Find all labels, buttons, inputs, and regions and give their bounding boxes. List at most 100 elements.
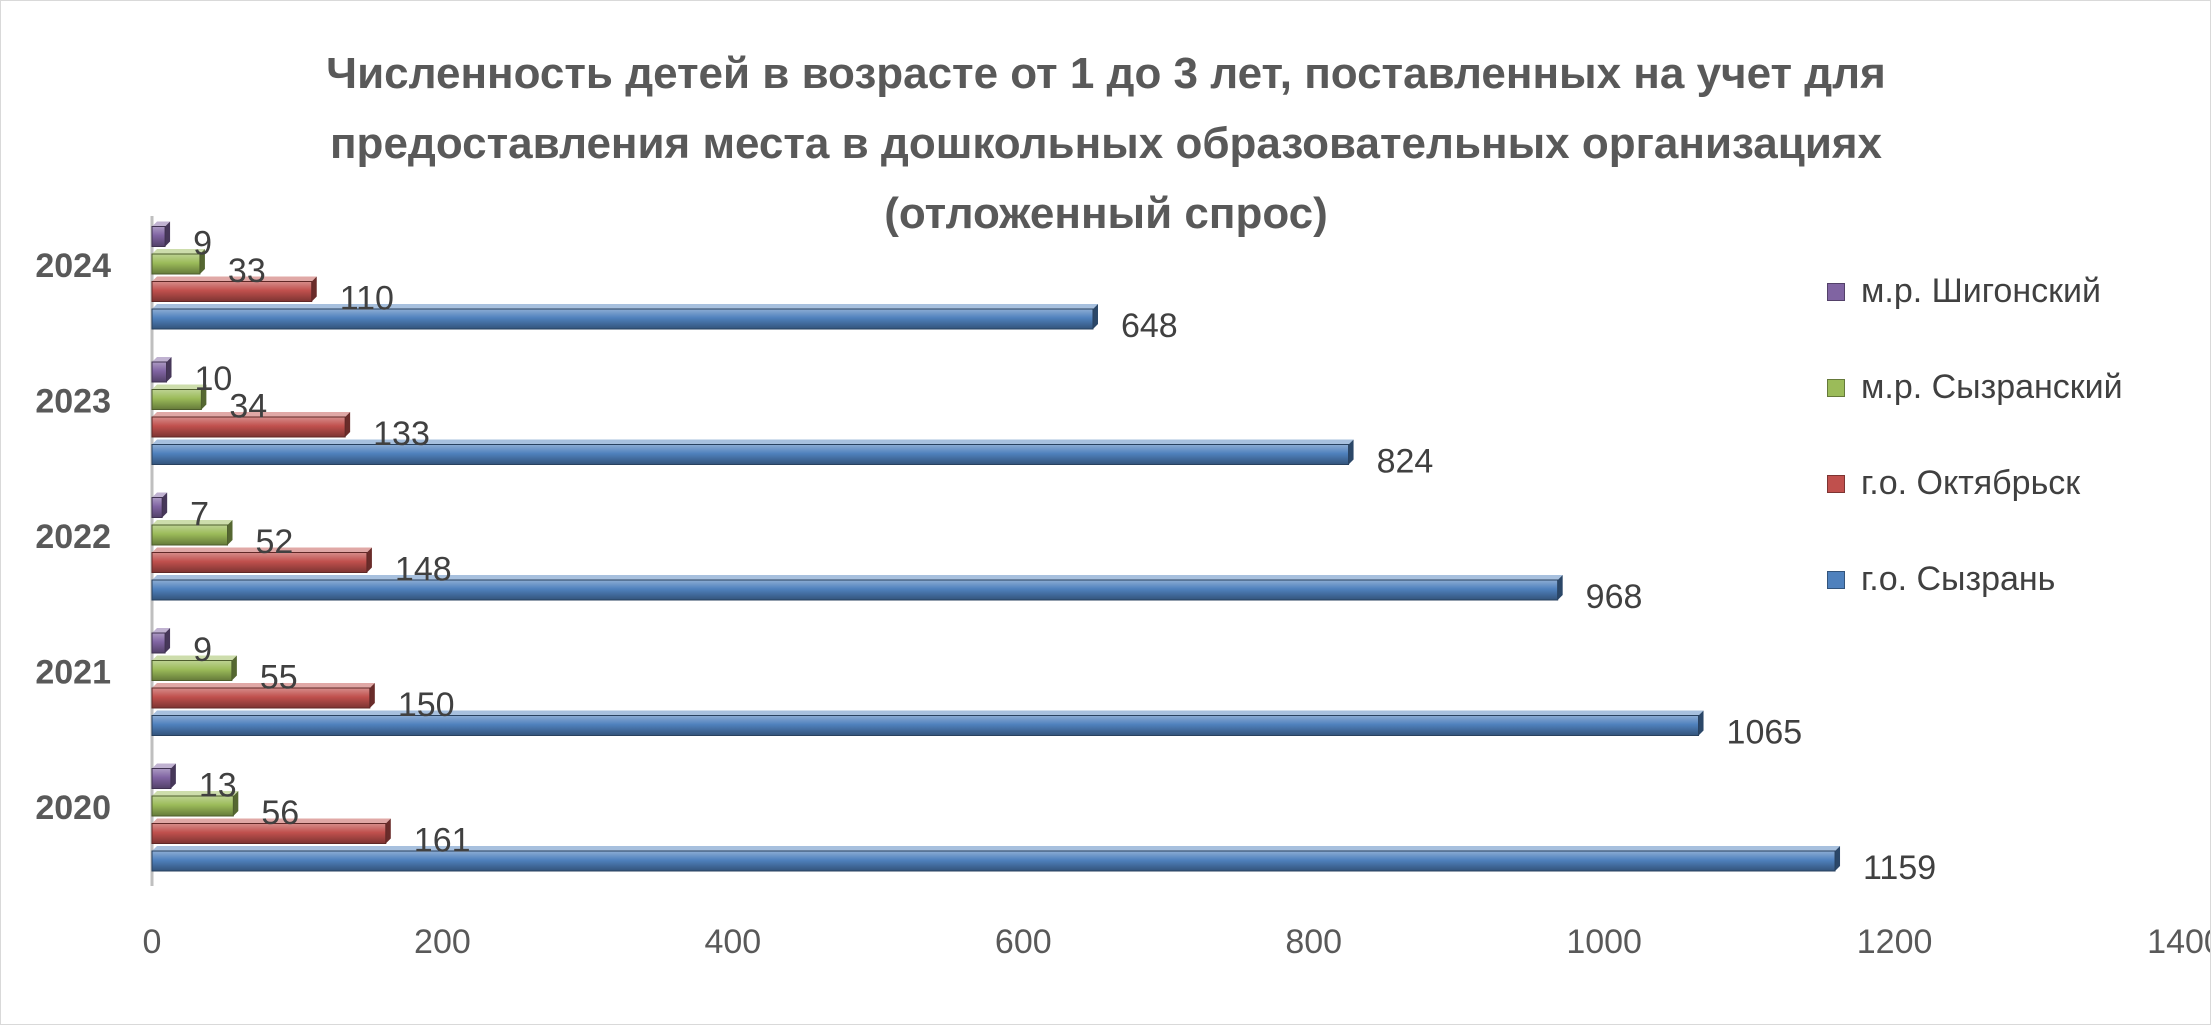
bar bbox=[151, 632, 166, 654]
category-label: 2023 bbox=[35, 383, 111, 421]
bar bbox=[151, 497, 163, 518]
category-label: 2022 bbox=[35, 518, 111, 556]
bar-side-face bbox=[1092, 304, 1098, 329]
bar-side-face bbox=[170, 763, 176, 789]
bar-side-face bbox=[231, 655, 237, 681]
bar-side-face bbox=[233, 791, 239, 816]
legend-label: м.р. Шигонский bbox=[1861, 272, 2101, 310]
bar bbox=[151, 715, 1700, 736]
bar-top-face bbox=[152, 304, 1098, 309]
bar bbox=[151, 416, 346, 438]
chart-title: Численность детей в возрасте от 1 до 3 л… bbox=[201, 39, 2011, 249]
chart-title-line: (отложенный спрос) bbox=[884, 189, 1328, 238]
x-tick-label: 200 bbox=[414, 923, 471, 961]
bar-side-face bbox=[201, 384, 207, 410]
bar-top-face bbox=[152, 357, 172, 362]
bar bbox=[151, 795, 234, 817]
bar-top-face bbox=[152, 763, 176, 769]
data-label: 10 bbox=[195, 360, 233, 398]
bar-side-face bbox=[1698, 710, 1704, 736]
bar-side-face bbox=[1348, 439, 1354, 465]
bar-side-face bbox=[1835, 846, 1841, 871]
data-label: 52 bbox=[256, 523, 294, 561]
data-label: 161 bbox=[414, 822, 471, 860]
bar bbox=[151, 444, 1350, 465]
bar-side-face bbox=[165, 628, 171, 653]
x-tick-label: 0 bbox=[143, 923, 162, 961]
bar bbox=[151, 281, 313, 302]
data-label: 9 bbox=[193, 631, 212, 669]
x-tick-label: 800 bbox=[1285, 923, 1342, 961]
chart-title-line: Численность детей в возрасте от 1 до 3 л… bbox=[326, 49, 1886, 98]
x-tick-label: 1000 bbox=[1566, 923, 1642, 961]
x-tick-label: 1200 bbox=[1857, 923, 1933, 961]
bar-top-face bbox=[152, 221, 171, 227]
bar bbox=[151, 687, 371, 709]
bar-top-face bbox=[152, 520, 233, 525]
legend-swatch bbox=[1827, 475, 1845, 493]
legend-swatch bbox=[1827, 379, 1845, 397]
bar-side-face bbox=[162, 492, 168, 518]
bar-top-face bbox=[152, 575, 1563, 580]
bar-top-face bbox=[152, 791, 239, 796]
legend-swatch bbox=[1827, 283, 1845, 301]
x-tick-label: 600 bbox=[995, 923, 1052, 961]
bar-side-face bbox=[165, 221, 171, 247]
category-label: 2020 bbox=[35, 789, 111, 827]
bar-top-face bbox=[152, 412, 351, 417]
bar-top-face bbox=[152, 276, 317, 282]
data-label: 55 bbox=[260, 659, 298, 697]
legend-label: г.о. Сызрань bbox=[1861, 560, 2056, 598]
data-label: 13 bbox=[199, 767, 237, 805]
bar-side-face bbox=[311, 276, 317, 302]
bar-side-face bbox=[345, 412, 351, 437]
data-label: 33 bbox=[228, 252, 266, 290]
bar bbox=[151, 660, 233, 681]
bar bbox=[151, 850, 1836, 872]
bar bbox=[151, 524, 229, 546]
chart-title-line: предоставления места в дошкольных образо… bbox=[329, 119, 1883, 168]
bar-top-face bbox=[152, 628, 171, 633]
data-label: 56 bbox=[261, 794, 299, 832]
bar-top-face bbox=[152, 710, 1704, 716]
data-label: 968 bbox=[1586, 578, 1643, 616]
bar bbox=[151, 579, 1559, 601]
bar-top-face bbox=[152, 655, 237, 661]
legend-label: м.р. Сызранский bbox=[1861, 368, 2123, 406]
data-label: 7 bbox=[190, 496, 209, 534]
data-label: 648 bbox=[1121, 307, 1178, 345]
data-label: 148 bbox=[395, 551, 452, 589]
x-tick-label: 1400 bbox=[2147, 923, 2210, 961]
category-label: 2024 bbox=[35, 247, 111, 285]
legend-swatch bbox=[1827, 571, 1845, 589]
data-label: 1159 bbox=[1863, 849, 1936, 887]
bar-side-face bbox=[166, 357, 172, 382]
data-label: 1065 bbox=[1727, 714, 1803, 752]
bar bbox=[151, 552, 368, 573]
bar-top-face bbox=[152, 846, 1841, 851]
bar-side-face bbox=[1557, 575, 1563, 600]
bar-top-face bbox=[152, 249, 205, 254]
bar-side-face bbox=[199, 249, 205, 274]
data-label: 110 bbox=[340, 280, 394, 318]
data-label: 824 bbox=[1377, 443, 1434, 481]
bar-top-face bbox=[152, 683, 375, 688]
bar-side-face bbox=[227, 520, 233, 545]
bar-top-face bbox=[152, 547, 372, 553]
bar bbox=[151, 308, 1094, 330]
bar bbox=[151, 226, 166, 247]
data-label: 34 bbox=[229, 388, 267, 426]
bar-top-face bbox=[152, 384, 207, 390]
bar-top-face bbox=[152, 492, 168, 498]
bar bbox=[151, 361, 168, 383]
bar-side-face bbox=[385, 818, 391, 844]
legend-label: г.о. Октябрьск bbox=[1861, 464, 2081, 502]
data-label: 9 bbox=[193, 225, 212, 263]
data-label: 150 bbox=[398, 686, 455, 724]
bar bbox=[151, 389, 202, 410]
x-tick-label: 400 bbox=[704, 923, 761, 961]
data-label: 133 bbox=[373, 415, 430, 453]
bar-top-face bbox=[152, 439, 1354, 445]
bar bbox=[151, 768, 172, 789]
